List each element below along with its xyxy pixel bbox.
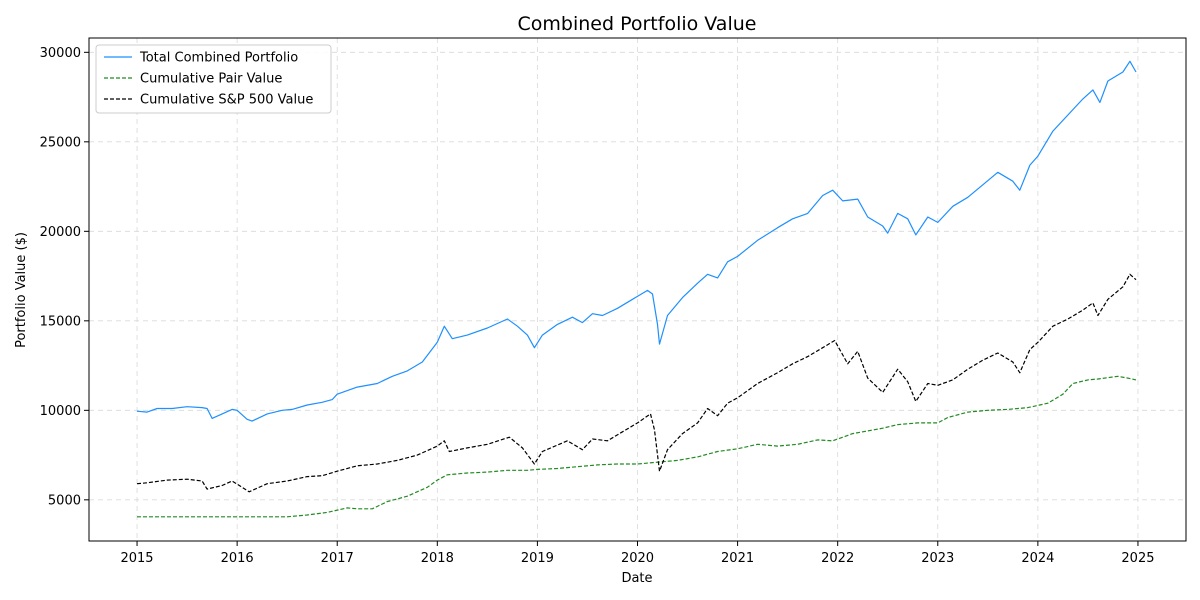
x-tick-label: 2016 [221, 551, 254, 566]
legend-label: Cumulative Pair Value [140, 72, 282, 87]
x-tick-label: 2024 [1021, 551, 1054, 566]
y-tick-label: 5000 [48, 493, 81, 508]
x-tick-label: 2021 [721, 551, 754, 566]
chart-title: Combined Portfolio Value [518, 13, 757, 35]
y-tick-label: 25000 [40, 135, 81, 150]
series-line-cumulative-pair-value [137, 375, 1137, 518]
y-tick-label: 20000 [40, 225, 81, 240]
series-line-total-combined-portfolio [136, 60, 1137, 422]
x-axis: 2015 2016 2017 2018 2019 2020 2021 2022 2023 2024… [120, 541, 1155, 566]
x-tick-label: 2025 [1121, 551, 1154, 566]
y-tick-label: 15000 [40, 314, 81, 329]
x-tick-label: 2015 [120, 551, 153, 566]
legend: Total Combined Portfolio Cumulative Pair … [95, 44, 332, 114]
series-layer [136, 60, 1137, 518]
x-axis-label: Date [621, 571, 652, 586]
x-tick-label: 2022 [821, 551, 854, 566]
x-tick-label: 2020 [621, 551, 654, 566]
legend-label: Total Combined Portfolio [139, 51, 298, 66]
x-tick-label: 2018 [421, 551, 454, 566]
y-axis-label: Portfolio Value ($) [14, 232, 29, 348]
series-line-cumulative-s-p-500-value [136, 273, 1137, 493]
legend-label: Cumulative S&P 500 Value [140, 93, 313, 108]
x-tick-label: 2017 [321, 551, 354, 566]
y-tick-label: 10000 [40, 404, 81, 419]
legend-box [95, 44, 332, 114]
y-axis: 5000 10000 15000 20000 25000 30000 [40, 46, 89, 508]
x-tick-label: 2023 [921, 551, 954, 566]
y-tick-label: 30000 [40, 46, 81, 61]
x-tick-label: 2019 [521, 551, 554, 566]
